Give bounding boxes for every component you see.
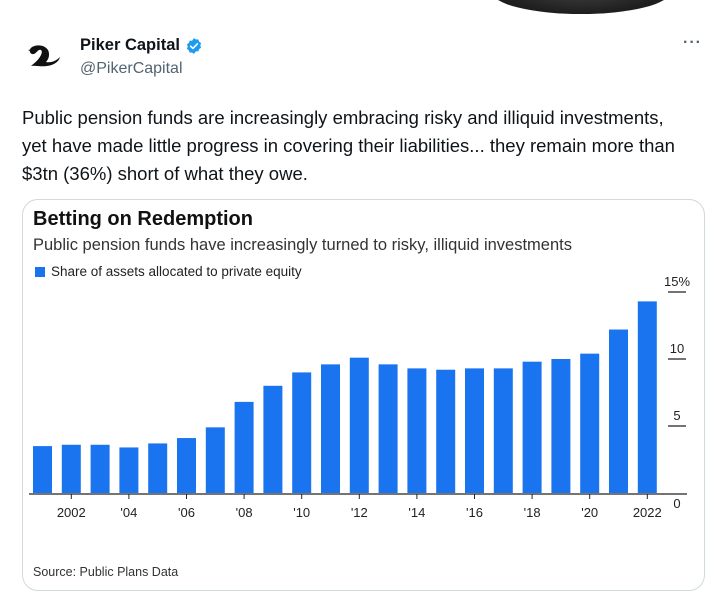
x-tick-label: '14 — [408, 505, 425, 520]
bar-2018 — [522, 361, 542, 493]
bar-2003 — [90, 444, 110, 493]
y-tick-label: 10 — [670, 341, 684, 356]
bar-2004 — [119, 447, 139, 493]
bar-2020 — [580, 353, 600, 493]
bar-2010 — [292, 372, 312, 493]
legend-label: Share of assets allocated to private equ… — [51, 264, 302, 279]
bar-2011 — [321, 364, 340, 493]
chart-source: Source: Public Plans Data — [33, 565, 179, 579]
bar-2019 — [551, 359, 571, 493]
bar-chart: 2002 '04 '06 '08 '10 '12 '14 '16 '18 '20 2022 0 5 10 1… — [29, 274, 690, 520]
chart-legend: Share of assets allocated to private equ… — [35, 264, 302, 279]
x-tick-label: '08 — [236, 505, 253, 520]
profile-avatar[interactable] — [22, 36, 66, 80]
x-tick-label: '12 — [351, 505, 368, 520]
author-row: Piker Capital — [80, 36, 203, 55]
tweet-text: Public pension funds are increasingly em… — [22, 107, 675, 184]
bar-2013 — [378, 364, 398, 493]
bar-2008 — [234, 401, 254, 493]
bar-2022 — [637, 301, 657, 493]
author-name[interactable]: Piker Capital — [80, 36, 180, 54]
x-tick-label: '04 — [120, 505, 137, 520]
bar-2017 — [493, 368, 513, 493]
chart-image-card[interactable]: Betting on Redemption Public pension fun… — [22, 199, 705, 591]
partial-image-top — [492, 0, 670, 14]
legend-swatch — [35, 266, 45, 277]
bar-2021 — [609, 329, 628, 493]
bar-2012 — [349, 357, 369, 493]
bar-2007 — [205, 427, 225, 493]
bar-2009 — [263, 385, 283, 493]
verified-badge-icon — [186, 37, 202, 54]
x-tick-label: '20 — [581, 505, 598, 520]
bar-2016 — [465, 368, 484, 493]
x-tick-label: 2002 — [57, 505, 86, 520]
chart-subtitle: Public pension funds have increasingly t… — [33, 236, 572, 254]
x-tick-label: '06 — [178, 505, 195, 520]
chart-title: Betting on Redemption — [33, 208, 253, 230]
x-tick-label: 2022 — [633, 505, 662, 520]
y-tick-label: 0 — [673, 496, 680, 511]
bar-2005 — [148, 443, 168, 493]
author-handle[interactable]: @PikerCapital — [80, 60, 183, 77]
bar-2002 — [61, 444, 81, 493]
x-tick-label: '18 — [524, 505, 541, 520]
y-tick-label: 15% — [664, 274, 690, 289]
bar-2014 — [407, 368, 427, 493]
y-tick-label: 5 — [673, 408, 680, 423]
x-tick-label: '16 — [466, 505, 483, 520]
bar-2015 — [436, 369, 456, 493]
bar-2001 — [33, 446, 52, 493]
bar-2006 — [177, 438, 196, 493]
more-options-icon[interactable]: ··· — [683, 34, 702, 51]
x-tick-label: '10 — [293, 505, 310, 520]
swan-logo-icon — [28, 45, 60, 67]
